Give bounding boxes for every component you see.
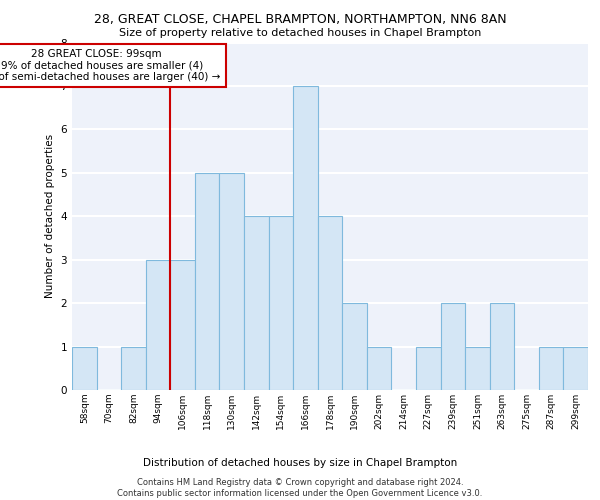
Bar	[244, 216, 269, 390]
Bar	[72, 346, 97, 390]
Bar	[293, 86, 318, 390]
Text: 28 GREAT CLOSE: 99sqm
← 9% of detached houses are smaller (4)
91% of semi-detach: 28 GREAT CLOSE: 99sqm ← 9% of detached h…	[0, 49, 221, 82]
Bar	[220, 173, 244, 390]
Bar	[269, 216, 293, 390]
Text: Contains HM Land Registry data © Crown copyright and database right 2024.
Contai: Contains HM Land Registry data © Crown c…	[118, 478, 482, 498]
Bar	[440, 303, 465, 390]
Bar	[490, 303, 514, 390]
Bar	[121, 346, 146, 390]
Y-axis label: Number of detached properties: Number of detached properties	[45, 134, 55, 298]
Bar	[465, 346, 490, 390]
Bar	[170, 260, 195, 390]
Text: Size of property relative to detached houses in Chapel Brampton: Size of property relative to detached ho…	[119, 28, 481, 38]
Bar	[563, 346, 588, 390]
Text: 28, GREAT CLOSE, CHAPEL BRAMPTON, NORTHAMPTON, NN6 8AN: 28, GREAT CLOSE, CHAPEL BRAMPTON, NORTHA…	[94, 12, 506, 26]
Bar	[146, 260, 170, 390]
Bar	[539, 346, 563, 390]
Bar	[416, 346, 440, 390]
Bar	[318, 216, 342, 390]
Bar	[342, 303, 367, 390]
Bar	[195, 173, 220, 390]
Bar	[367, 346, 391, 390]
Text: Distribution of detached houses by size in Chapel Brampton: Distribution of detached houses by size …	[143, 458, 457, 468]
